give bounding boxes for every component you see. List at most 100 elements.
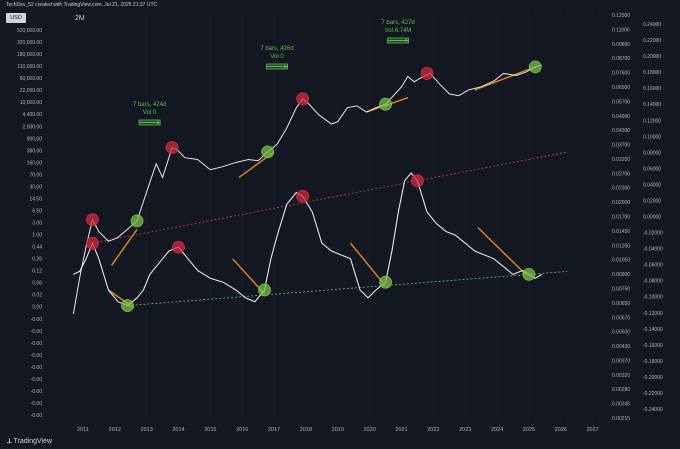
left-axis-tick: 3.00 xyxy=(32,221,42,227)
x-tick-label: 2012 xyxy=(109,427,121,433)
timeframe-label: 2M xyxy=(75,15,85,22)
bars-range-annotation: 7 bars, 426d Vol 0 xyxy=(260,46,294,70)
bars-range-annotation: 7 bars, 424d Vol 0 xyxy=(133,102,166,126)
gridlines xyxy=(82,12,593,420)
right-axis-2-tick: -0.18000 xyxy=(643,359,663,365)
right-axis-1-tick: 0.04900 xyxy=(612,114,630,120)
left-axis-tick: 520,000.00 xyxy=(17,28,42,34)
annotation-bars-text: 7 bars, 426d xyxy=(260,46,293,52)
left-axis-tick: -0.00 xyxy=(31,341,43,347)
orange-trend-price xyxy=(474,66,536,91)
right-axis-1-tick: 0.00280 xyxy=(612,387,630,393)
annotation-vol-text: Vol 0 xyxy=(270,54,284,60)
left-axis-tick: 10,000.00 xyxy=(20,100,42,106)
right-axis-1-tick: 0.03200 xyxy=(612,157,630,163)
right-axis-2-tick: -0.10000 xyxy=(643,295,663,301)
x-tick-label: 2013 xyxy=(141,427,153,433)
right-axis-1-tick: 0.00570 xyxy=(612,315,630,321)
top-marker-price xyxy=(86,213,99,227)
right-axis-1-tick: 0.09800 xyxy=(612,42,630,48)
top-marker-price xyxy=(420,67,434,80)
right-axis-1-tick: 0.03700 xyxy=(612,143,630,149)
x-tick-label: 2015 xyxy=(204,427,216,433)
right-axis-1-tick: 0.00750 xyxy=(612,286,630,292)
right-axis-2-tick: 0.08000 xyxy=(643,150,661,156)
right-axis-2-tick: -0.02000 xyxy=(643,231,663,237)
annotation-arrow-head xyxy=(405,38,409,43)
bars-range-annotation: 7 bars, 427d Vol 6.74M xyxy=(381,20,415,44)
right-axis-2-tick: 0.24000 xyxy=(643,22,661,28)
right-axis-1-tick: 0.00215 xyxy=(612,416,630,422)
x-tick-label: 2021 xyxy=(395,427,407,433)
right-axis-1-tick: 0.00370 xyxy=(612,358,630,364)
left-axis-tick: 30.00 xyxy=(29,184,42,190)
left-axis-tick: -0.00 xyxy=(31,413,43,419)
right-axis-2-tick: 0.10000 xyxy=(643,134,661,140)
right-axis-1-tick: 0.01250 xyxy=(612,243,630,249)
right-axis-1-tick: 0.00500 xyxy=(612,330,630,336)
right-axis-2-tick: -0.06000 xyxy=(643,263,663,269)
right-axis-1-tick: 0.00245 xyxy=(612,402,630,408)
right-axis-1-tick: 0.12500 xyxy=(612,13,630,19)
x-tick-label: 2019 xyxy=(332,427,344,433)
right-axis-2-tick: -0.14000 xyxy=(643,327,663,333)
top-marker-osc xyxy=(411,174,424,188)
left-axis-tick: 2,000.00 xyxy=(23,124,43,130)
annotation-vol-text: Vol 0 xyxy=(143,110,157,116)
left-axis-tick: 1.00 xyxy=(32,233,42,239)
left-axis-tick: -0.00 xyxy=(31,389,43,395)
currency-badge[interactable]: USD xyxy=(6,13,26,23)
left-axis-tick: 320,000.00 xyxy=(17,40,42,46)
left-axis-tick: 60,000.00 xyxy=(20,76,42,82)
right-axis-1-tick: 0.11000 xyxy=(612,27,630,33)
annotation-vol-text: Vol 6.74M xyxy=(385,28,412,34)
bottom-marker-osc xyxy=(522,267,536,281)
x-tick-label: 2014 xyxy=(172,427,184,433)
right-axis-1-tick: 0.00650 xyxy=(612,301,630,307)
x-tick-label: 2022 xyxy=(427,427,439,433)
right-axis-1-tick: 0.01050 xyxy=(612,258,630,264)
left-axis-tick: 0.26 xyxy=(32,257,42,263)
left-axis-tick: 160.00 xyxy=(27,160,43,166)
right-axis-2-tick: 0.16000 xyxy=(643,86,661,92)
right-axis-1-tick: 0.01700 xyxy=(612,215,630,221)
tradingview-logo-icon: ⟂ xyxy=(7,438,12,445)
left-axis-tick: -0.00 xyxy=(31,317,43,323)
x-tick-label: 2017 xyxy=(268,427,280,433)
right-axis-1-tick: 0.00900 xyxy=(612,272,630,278)
header-credit: TechDev_52 created with TradingView.com,… xyxy=(6,2,158,8)
right-axis-2-tick: -0.24000 xyxy=(643,407,663,413)
bottom-marker-osc xyxy=(121,299,134,313)
left-axis-tick: 0.02 xyxy=(32,293,42,299)
top-marker-price xyxy=(296,92,310,106)
left-axis-tick: 110,000.00 xyxy=(17,64,42,70)
right-axis-1-tick: 0.06500 xyxy=(612,85,630,91)
resistance-trendline xyxy=(92,151,568,244)
right-axis-2-tick: 0.06000 xyxy=(643,166,661,172)
right-axis-2-tick: 0.02000 xyxy=(643,198,661,204)
left-axis-tick: 380.00 xyxy=(27,148,43,154)
left-axis-tick: 900.00 xyxy=(27,136,43,142)
right-axis-2-tick: 0.12000 xyxy=(643,118,661,124)
right-axis-1-tick: 0.05700 xyxy=(612,99,630,105)
right-axis-2-tick: 0.14000 xyxy=(643,102,661,108)
top-marker-osc xyxy=(172,240,185,254)
orange-trend-price xyxy=(111,228,138,266)
x-tick-label: 2025 xyxy=(523,427,535,433)
annotation-arrow-head xyxy=(284,64,288,69)
annotation-arrow-head xyxy=(157,120,161,125)
right-axis-2-tick: 0.00000 xyxy=(643,215,661,221)
tradingview-logo-text: TradingView xyxy=(13,438,53,445)
bottom-marker-price xyxy=(261,145,275,159)
left-axis-tick: -0.00 xyxy=(31,365,43,371)
orange-trend-osc xyxy=(477,227,527,275)
x-tick-label: 2016 xyxy=(236,427,248,433)
left-axis-tick: 0.44 xyxy=(32,245,42,251)
right-axis-1-tick: 0.04300 xyxy=(612,128,630,134)
x-tick-label: 2023 xyxy=(459,427,471,433)
right-axis-1-tick: 0.02700 xyxy=(612,171,630,177)
axes: 2011 2012 2013 2014 2015 2016 2017 2018 2019 2020… xyxy=(17,13,663,433)
